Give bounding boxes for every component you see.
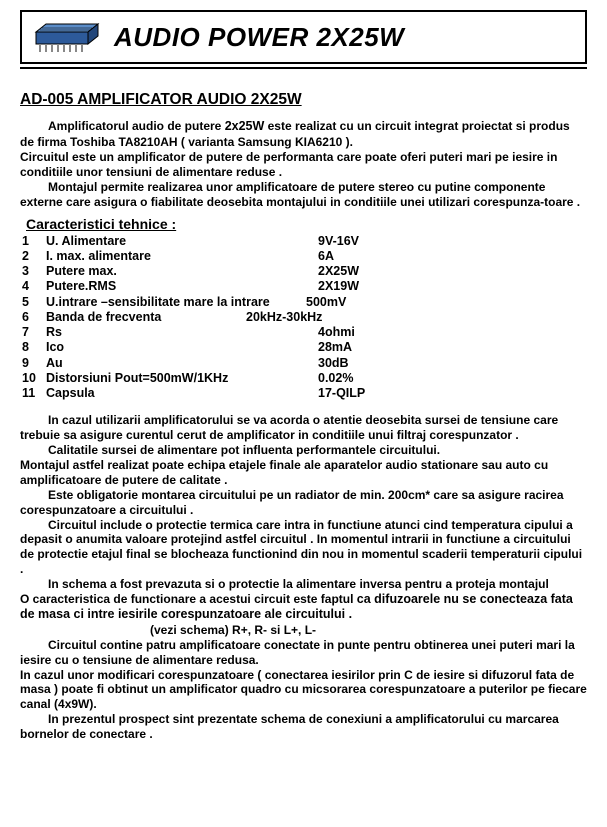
spec-row: 6Banda de frecventa20kHz-30kHz — [20, 310, 587, 325]
header-box: AUDIO POWER 2X25W — [20, 10, 587, 64]
spec-val: 0.02% — [318, 371, 353, 386]
spec-label: Putere max. — [46, 264, 318, 279]
body-para-7: O caracteristica de functionare a acestu… — [20, 592, 587, 623]
body-para-1: In cazul utilizarii amplificatorului se … — [20, 413, 587, 443]
spec-label: U. Alimentare — [46, 234, 318, 249]
body-para-9: In cazul unor modificari corespunzatoare… — [20, 668, 587, 713]
spec-row: 3Putere max.2X25W — [20, 264, 587, 279]
spec-val: 17-QILP — [318, 386, 365, 401]
spec-val: 6A — [318, 249, 334, 264]
header-rule — [20, 67, 587, 69]
spec-val: 4ohmi — [318, 325, 355, 340]
spec-val: 28mA — [318, 340, 352, 355]
spec-row: 9Au 30dB — [20, 356, 587, 371]
spec-row: 8Ico 28mA — [20, 340, 587, 355]
spec-num: 11 — [20, 386, 46, 401]
intro-text-1a: Amplificatorul audio de putere — [48, 119, 225, 133]
spec-label: Rs — [46, 325, 318, 340]
spec-val: 30dB — [318, 356, 349, 371]
spec-num: 5 — [20, 295, 46, 310]
spec-row: 5U.intrare –sensibilitate mare la intrar… — [20, 295, 587, 310]
intro-emph-power: 2x25W — [225, 119, 265, 133]
spec-num: 8 — [20, 340, 46, 355]
spec-label: Ico — [46, 340, 318, 355]
spec-row: 10Distorsiuni Pout=500mW/1KHz 0.02% — [20, 371, 587, 386]
spec-row: 4Putere.RMS2X19W — [20, 279, 587, 294]
spec-row: 7Rs4ohmi — [20, 325, 587, 340]
spec-label: Putere.RMS — [46, 279, 318, 294]
spec-label: Au — [46, 356, 318, 371]
body-para-3: Montajul astfel realizat poate echipa et… — [20, 458, 587, 488]
page-title: AUDIO POWER 2X25W — [112, 22, 404, 53]
body-para-2: Calitatile sursei de alimentare pot infl… — [20, 443, 587, 458]
spec-num: 3 — [20, 264, 46, 279]
spec-val: 500mV — [306, 295, 346, 310]
section-title: AD-005 AMPLIFICATOR AUDIO 2X25W — [20, 91, 587, 109]
spec-val: 2X25W — [318, 264, 359, 279]
spec-row: 11Capsula17-QILP — [20, 386, 587, 401]
spec-num: 7 — [20, 325, 46, 340]
spec-num: 2 — [20, 249, 46, 264]
specs-table: 1U. Alimentare9V-16V 2I. max. alimentare… — [20, 234, 587, 402]
spec-label: U.intrare –sensibilitate mare la intrare — [46, 295, 318, 310]
intro-paragraph-3: Montajul permite realizarea unor amplifi… — [20, 180, 587, 210]
schema-line: (vezi schema) R+, R- si L+, L- — [20, 623, 587, 638]
spec-row: 2I. max. alimentare6A — [20, 249, 587, 264]
intro-paragraph-1: Amplificatorul audio de putere 2x25W est… — [20, 119, 587, 150]
spec-val: 20kHz-30kHz — [246, 310, 322, 325]
spec-num: 10 — [20, 371, 46, 386]
body-para-8: Circuitul contine patru amplificatoare c… — [20, 638, 587, 668]
body-text: In cazul utilizarii amplificatorului se … — [20, 413, 587, 742]
body-para-4: Este obligatorie montarea circuitului pe… — [20, 488, 587, 518]
specs-heading: Caracteristici tehnice : — [20, 216, 587, 232]
spec-row: 1U. Alimentare9V-16V — [20, 234, 587, 249]
spec-label: I. max. alimentare — [46, 249, 318, 264]
body-para-6: In schema a fost prevazuta si o protecti… — [20, 577, 587, 592]
spec-label: Distorsiuni Pout=500mW/1KHz — [46, 371, 318, 386]
spec-num: 6 — [20, 310, 46, 325]
body-7a: O caracteristica de functionare a acestu… — [20, 592, 357, 606]
chip-icon — [22, 12, 112, 62]
intro-paragraph-2: Circuitul este un amplificator de putere… — [20, 150, 587, 180]
spec-val: 9V-16V — [318, 234, 359, 249]
body-para-10: In prezentul prospect sint prezentate sc… — [20, 712, 587, 742]
spec-num: 9 — [20, 356, 46, 371]
body-para-5: Circuitul include o protectie termica ca… — [20, 518, 587, 578]
spec-label: Capsula — [46, 386, 318, 401]
spec-num: 1 — [20, 234, 46, 249]
spec-num: 4 — [20, 279, 46, 294]
spec-val: 2X19W — [318, 279, 359, 294]
spec-label: Banda de frecventa — [46, 310, 246, 325]
